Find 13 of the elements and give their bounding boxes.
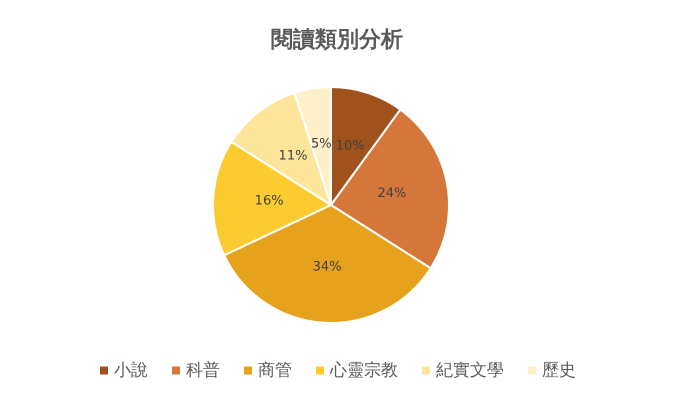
chart-title: 閱讀類別分析 [271,28,403,52]
data-label: 5% [310,136,332,152]
legend-label: 歷史 [542,360,576,380]
data-label: 24% [377,186,406,201]
legend-label: 紀實文學 [436,360,504,380]
data-label: 11% [278,148,308,164]
data-label: 16% [254,194,284,209]
legend-label: 小說 [114,360,148,380]
legend-label: 商管 [258,360,292,380]
data-label: 34% [312,259,342,274]
legend-label: 科普 [186,360,220,380]
data-label: 10% [336,138,365,154]
legend-label: 心靈宗教 [329,360,398,380]
